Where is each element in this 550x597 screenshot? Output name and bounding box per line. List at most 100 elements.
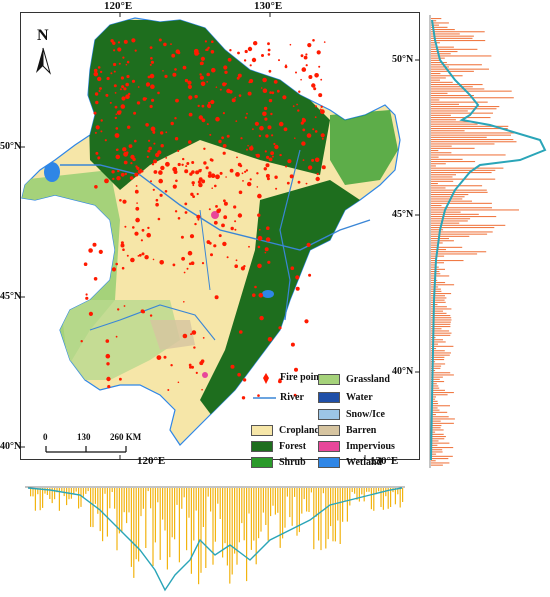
fire-point [210,158,214,162]
right-histogram-bar [431,389,445,391]
fire-point [207,104,211,109]
fire-point [301,67,307,72]
right-histogram-bar [431,235,470,237]
fire-point [150,57,153,60]
fire-point [252,293,256,298]
fire-point [311,83,316,88]
impervious-label: Impervious [346,441,395,452]
fire-point [125,94,130,99]
right-histogram-bar [431,433,444,435]
bottom-histogram-bar [217,488,219,504]
fire-point [194,94,198,99]
fire-point [295,71,297,74]
fire-point [147,149,150,153]
fire-point [216,208,221,214]
grassland-label: Grassland [346,374,390,385]
fire-point [122,56,125,59]
fire-point [249,146,254,151]
fire-point [149,73,155,79]
fire-point [239,330,243,334]
right-histogram-bar [431,150,439,152]
fire-point [258,293,264,298]
bottom-histogram-bar [133,488,135,578]
fire-point [307,165,313,170]
fire-point [231,98,236,103]
bottom-histogram-bar [171,488,173,538]
fire-point [293,393,297,397]
fire-point [270,151,274,156]
fire-point [230,364,235,369]
bottom-histogram-bar [370,488,372,510]
fire-point [191,161,195,164]
bottom-histogram-bar [104,488,106,494]
bottom-histogram-bar [310,488,312,493]
fire-point [149,314,153,317]
right-histogram-bar [431,231,493,233]
fire-point [197,104,200,108]
right-histogram-bar [431,119,456,121]
fire-point [236,156,238,159]
right-histogram-bar [431,211,461,213]
fire-point [314,105,317,108]
fire-point [191,330,197,335]
fire-point [193,346,196,349]
fire-point [187,250,193,256]
fire-point [235,120,238,122]
right-histogram-bar [431,73,441,75]
right-histogram-bar [431,431,436,433]
bottom-histogram-bar [351,488,353,492]
bottom-histogram-bar [157,488,159,503]
fire-point [121,96,126,101]
fire-point [193,48,199,54]
fire-point [165,157,168,159]
fire-point [241,172,244,175]
bottom-histogram-bar [250,488,252,550]
fire-point [313,87,317,91]
right-histogram-bar [431,88,485,90]
fire-point [237,372,241,377]
right-histogram-bar [431,297,447,299]
fire-point [201,118,206,123]
fire-point [242,180,244,182]
right-histogram-bar [431,103,459,105]
right-histogram-bar [431,447,454,449]
fire-point [164,74,168,78]
bottom-histogram-bar [138,488,140,562]
right-histogram-bar [431,334,451,336]
fire-point [148,139,151,142]
right-histogram-bar [431,414,436,416]
right-histogram-bar [431,367,441,369]
fire-point [196,214,201,219]
fire-point [290,266,295,271]
fire-point [172,263,176,267]
fire-point [249,64,252,67]
right-histogram-bar [431,321,451,323]
fire-point [94,92,99,96]
fire-point [174,137,179,141]
right-histogram-bar [431,167,504,169]
right-histogram-bar [431,128,508,130]
bottom-histogram-bar [368,488,370,492]
fire-point [263,106,268,111]
fire-point [323,41,326,43]
bottom-histogram-bar [116,488,118,551]
fire-point [198,182,203,188]
legend-wetland: Wetland [318,457,382,468]
right-histogram-bar [431,253,478,255]
fire-point [137,255,140,257]
fire-point [126,74,130,79]
fire-point [148,146,152,151]
right-histogram-bar [431,227,495,229]
fire-point [123,160,128,165]
fire-point [305,182,308,185]
fire-point [111,267,117,272]
fire-point [244,170,247,173]
right-histogram-bar [431,376,443,378]
fire-point [238,94,242,97]
fire-point [210,173,216,178]
right-histogram-bar [431,264,436,266]
right-histogram-bar [431,341,446,343]
fire-point [302,159,305,162]
fire-point [163,355,167,359]
right-histogram-bar [431,59,441,61]
